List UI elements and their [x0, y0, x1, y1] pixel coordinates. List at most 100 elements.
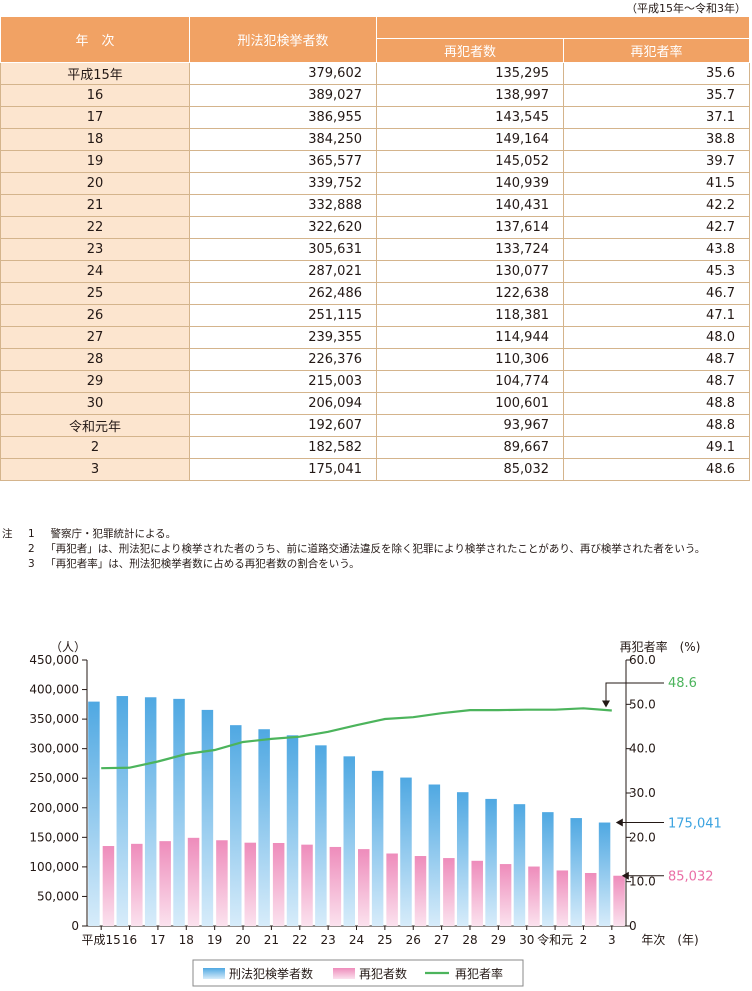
- arrests-callout-arrowhead: [615, 818, 623, 827]
- bar-arrests: [315, 745, 327, 926]
- header-repeat: 再犯者数: [376, 38, 564, 63]
- legend-label-repeat: 再犯者数: [359, 966, 407, 981]
- bar-repeat: [358, 849, 370, 926]
- arrests-cell: 322,620: [189, 216, 377, 239]
- table-row: 26 251,115 118,381 47.1: [0, 304, 750, 327]
- x-tick-label: 28: [462, 933, 477, 947]
- x-tick-label: 26: [406, 933, 421, 947]
- table-row: 27 239,355 114,944 48.0: [0, 326, 750, 349]
- bar-arrests: [343, 756, 355, 926]
- bar-repeat: [613, 875, 625, 926]
- rate-cell: 35.7: [563, 84, 750, 107]
- table-row: 18 384,250 149,164 38.8: [0, 128, 750, 151]
- left-tick-label: 50,000: [37, 889, 79, 903]
- repeat-cell: 135,295: [376, 62, 564, 85]
- bar-arrests: [598, 822, 611, 926]
- left-tick-label: 300,000: [29, 742, 79, 756]
- arrests-cell: 175,041: [189, 458, 377, 481]
- repeat-cell: 110,306: [376, 348, 564, 371]
- rate-cell: 35.6: [563, 62, 750, 85]
- repeat-cell: 137,614: [376, 216, 564, 239]
- bar-arrests: [400, 777, 412, 926]
- bar-arrests: [201, 709, 214, 926]
- x-tick-label: 20: [235, 933, 250, 947]
- table-row: 令和元年 192,607 93,967 48.8: [0, 414, 750, 437]
- arrests-cell: 389,027: [189, 84, 377, 107]
- x-tick-label: 23: [320, 933, 335, 947]
- legend-box: [192, 959, 524, 987]
- repeat-cell: 93,967: [376, 414, 564, 437]
- year-cell: 平成15年: [0, 62, 190, 85]
- arrests-cell: 332,888: [189, 194, 377, 217]
- bar-repeat: [187, 837, 200, 926]
- rate-cell: 46.7: [563, 282, 750, 305]
- table-row: 22 322,620 137,614 42.7: [0, 216, 750, 239]
- repeat-cell: 140,431: [376, 194, 564, 217]
- year-cell: 16: [0, 84, 190, 107]
- arrests-cell: 365,577: [189, 150, 377, 173]
- bar-repeat: [414, 856, 427, 926]
- repeat-cell: 85,032: [376, 458, 564, 481]
- arrests-cell: 215,003: [189, 370, 377, 393]
- table-row: 28 226,376 110,306 48.7: [0, 348, 750, 371]
- data-table: 年 次 刑法犯検挙者数 再犯者数 再犯者率 平成15年 379,602 135,29…: [0, 16, 750, 481]
- bar-arrests: [258, 729, 270, 926]
- rate-cell: 45.3: [563, 260, 750, 283]
- bar-arrests: [428, 784, 441, 926]
- rate-cell: 39.7: [563, 150, 750, 173]
- bar-repeat: [471, 860, 483, 926]
- note-number: 1: [28, 528, 35, 540]
- bar-repeat: [216, 840, 228, 926]
- year-cell: 19: [0, 150, 190, 173]
- bar-repeat: [159, 841, 171, 926]
- bar-arrests: [173, 698, 185, 926]
- legend-swatch-arrests: [203, 968, 225, 979]
- left-tick-label: 100,000: [29, 860, 79, 874]
- left-tick-label: 250,000: [29, 771, 79, 785]
- note-1: 注 1 警察庁・犯罪統計による。: [2, 527, 705, 542]
- arrests-cell: 339,752: [189, 172, 377, 195]
- left-tick-label: 0: [71, 919, 79, 933]
- x-tick-label: 24: [349, 933, 364, 947]
- bar-repeat: [244, 842, 257, 926]
- left-tick-label: 200,000: [29, 801, 79, 815]
- bar-arrests: [542, 812, 554, 926]
- table-row: 3 175,041 85,032 48.6: [0, 458, 750, 481]
- repeat-callout-label: 85,032: [668, 870, 714, 885]
- repeat-callout-arrowhead: [621, 871, 629, 880]
- table-row: 29 215,003 104,774 48.7: [0, 370, 750, 393]
- x-tick-label: 3: [608, 933, 616, 947]
- legend-label-rate: 再犯者率: [455, 966, 503, 981]
- rate-line: [101, 707, 612, 770]
- right-tick-label: 0: [629, 919, 637, 933]
- arrests-cell: 287,021: [189, 260, 377, 283]
- notes: 注 1 警察庁・犯罪統計による。 2 「再犯者」は、刑法犯により検挙された者のうち…: [2, 527, 705, 572]
- right-tick-label: 10.0: [629, 875, 656, 889]
- right-tick-label: 40.0: [629, 742, 656, 756]
- x-tick-label: 16: [122, 933, 137, 947]
- x-tick-label: 30: [519, 933, 534, 947]
- year-cell: 30: [0, 392, 190, 415]
- table-row: 17 386,955 143,545 37.1: [0, 106, 750, 129]
- year-cell: 3: [0, 458, 190, 481]
- table-row: 24 287,021 130,077 45.3: [0, 260, 750, 283]
- table-row: 21 332,888 140,431 42.2: [0, 194, 750, 217]
- table-row: 25 262,486 122,638 46.7: [0, 282, 750, 305]
- rate-cell: 48.8: [563, 414, 750, 437]
- right-tick-label: 60.0: [629, 653, 656, 667]
- year-cell: 28: [0, 348, 190, 371]
- x-tick-label: 22: [292, 933, 307, 947]
- bar-repeat: [386, 853, 398, 926]
- year-cell: 26: [0, 304, 190, 327]
- right-tick-label: 50.0: [629, 697, 656, 711]
- note-text: 警察庁・犯罪統計による。: [50, 528, 177, 540]
- bar-arrests: [286, 735, 299, 926]
- bar-repeat: [131, 843, 143, 926]
- x-tick-label: 平成15: [82, 933, 121, 947]
- rate-cell: 49.1: [563, 436, 750, 459]
- note-mark: 注: [2, 528, 13, 540]
- arrests-cell: 226,376: [189, 348, 377, 371]
- repeat-cell: 114,944: [376, 326, 564, 349]
- x-axis-label: 年次 (年): [641, 933, 698, 947]
- repeat-cell: 104,774: [376, 370, 564, 393]
